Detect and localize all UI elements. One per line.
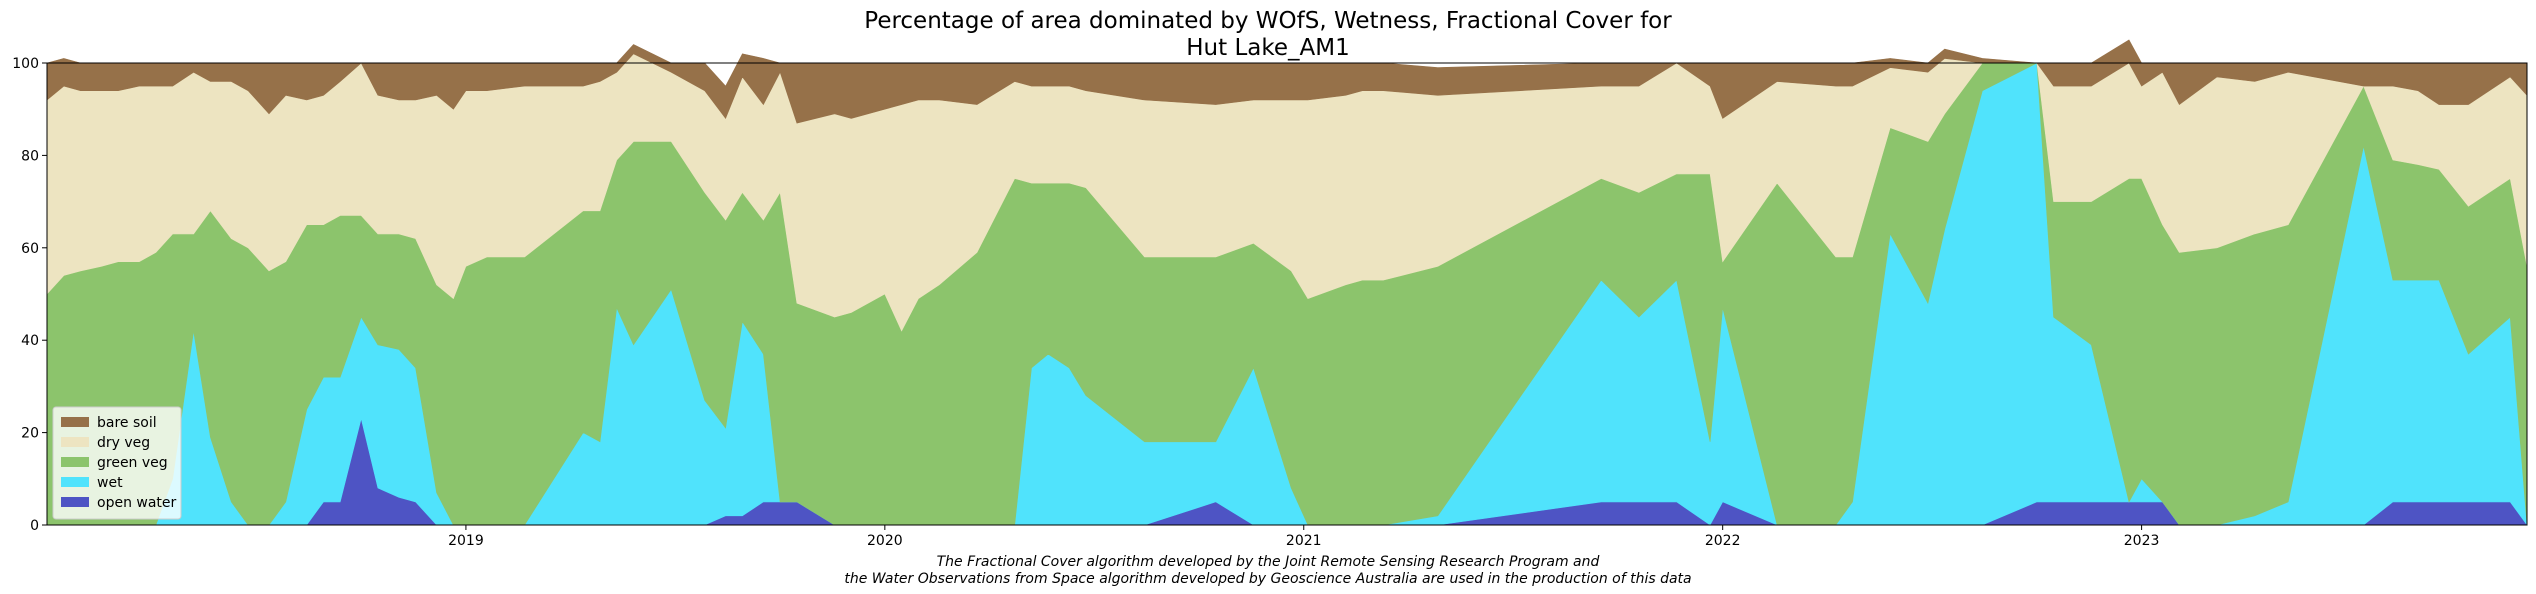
legend-label-open-water: open water [97,495,177,511]
legend: bare soil dry veg green veg wet open water [52,406,182,520]
legend-label-wet: wet [97,475,123,491]
footnote: The Fractional Cover algorithm developed… [844,554,1691,587]
legend-swatch-open-water [61,497,89,507]
x-tick-label: 2019 [448,533,484,549]
legend-label-green-veg: green veg [97,455,168,471]
y-tick-label: 0 [30,518,39,534]
y-axis: 0 20 40 60 80 100 [12,56,47,534]
y-tick-label: 80 [21,148,39,164]
x-tick-label: 2021 [1286,533,1322,549]
plot-frame [46,62,2528,526]
x-tick-label: 2023 [2124,533,2160,549]
legend-swatch-green-veg [61,457,89,467]
legend-box [52,406,182,520]
y-tick-label: 40 [21,333,39,349]
legend-swatch-dry-veg [61,437,89,447]
x-tick-label: 2020 [867,533,903,549]
stacked-areas [46,39,2528,527]
chart-title: Percentage of area dominated by WOfS, We… [864,8,1672,61]
legend-label-dry-veg: dry veg [97,435,150,451]
legend-swatch-bare-soil [61,417,89,427]
footnote-line-2: the Water Observations from Space algori… [844,571,1691,587]
x-tick-label: 2022 [1705,533,1741,549]
y-tick-label: 20 [21,426,39,442]
legend-swatch-wet [61,477,89,487]
chart-title-line-2: Hut Lake_AM1 [1186,35,1349,61]
x-axis: 2019 2020 2021 2022 2023 [448,525,2159,549]
y-tick-label: 60 [21,241,39,257]
legend-label-bare-soil: bare soil [97,415,157,431]
chart-title-line-1: Percentage of area dominated by WOfS, We… [864,8,1672,34]
y-tick-label: 100 [12,56,39,72]
footnote-line-1: The Fractional Cover algorithm developed… [937,554,1600,570]
